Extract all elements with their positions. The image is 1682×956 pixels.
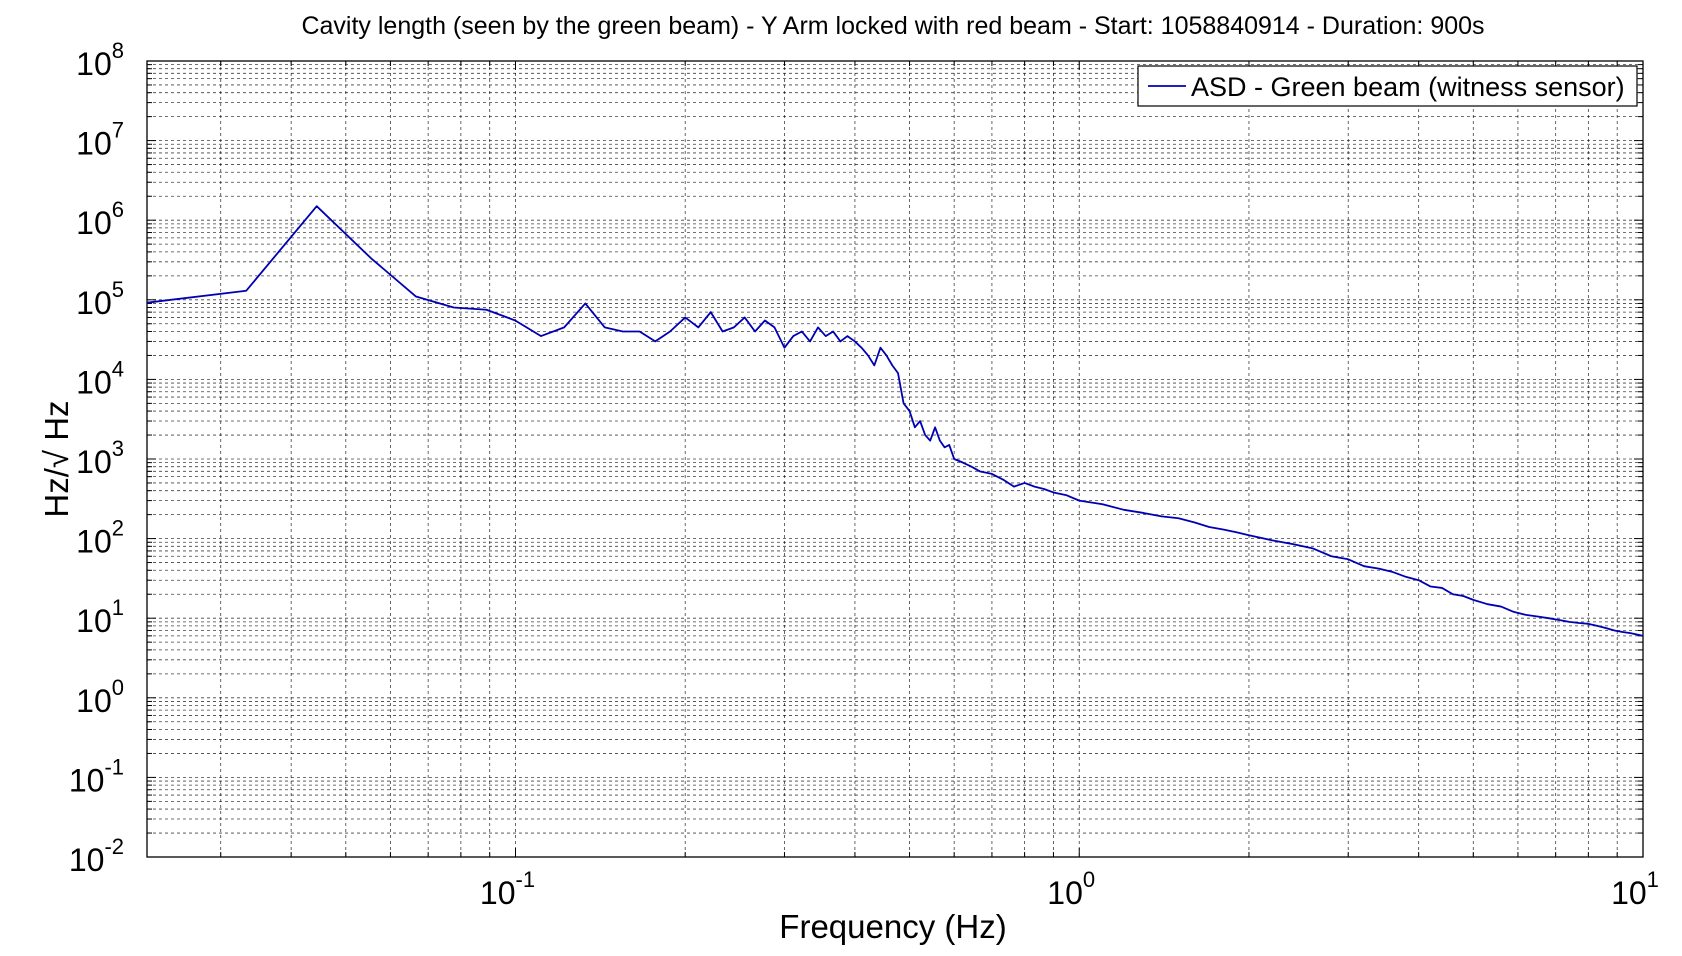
legend-label: ASD - Green beam (witness sensor) (1191, 72, 1625, 102)
y-tick-label: 104 (76, 356, 124, 400)
y-tick-label: 101 (76, 595, 124, 639)
x-tick-labels: 10-1 100 101 (480, 867, 1659, 911)
y-axis-label: Hz/√ Hz (38, 400, 75, 517)
y-tick-label: 107 (76, 118, 124, 162)
x-axis-label: Frequency (Hz) (779, 908, 1006, 945)
y-tick-label: 102 (76, 516, 124, 560)
x-tick-label: 100 (1047, 867, 1095, 911)
y-tick-label: 108 (76, 38, 124, 82)
grid-lines (147, 60, 1643, 858)
y-tick-label: 106 (76, 197, 124, 241)
y-tick-label: 100 (76, 675, 124, 719)
series-line-asd-green-beam (146, 205, 1644, 637)
y-tick-label: 105 (76, 277, 124, 321)
axis-ticks (147, 60, 1643, 858)
x-tick-label: 101 (1611, 867, 1659, 911)
y-tick-label: 10-1 (69, 754, 124, 798)
x-tick-label: 10-1 (480, 867, 535, 911)
y-tick-label: 103 (76, 436, 124, 480)
legend-box (1137, 65, 1638, 107)
legend: ASD - Green beam (witness sensor) (1137, 65, 1638, 107)
y-tick-labels: 10-2 10-1 100 101 102 103 104 105 106 107 108 (69, 38, 124, 878)
y-tick-label: 10-2 (69, 834, 124, 878)
chart-title: Cavity length (seen by the green beam) -… (301, 12, 1484, 40)
